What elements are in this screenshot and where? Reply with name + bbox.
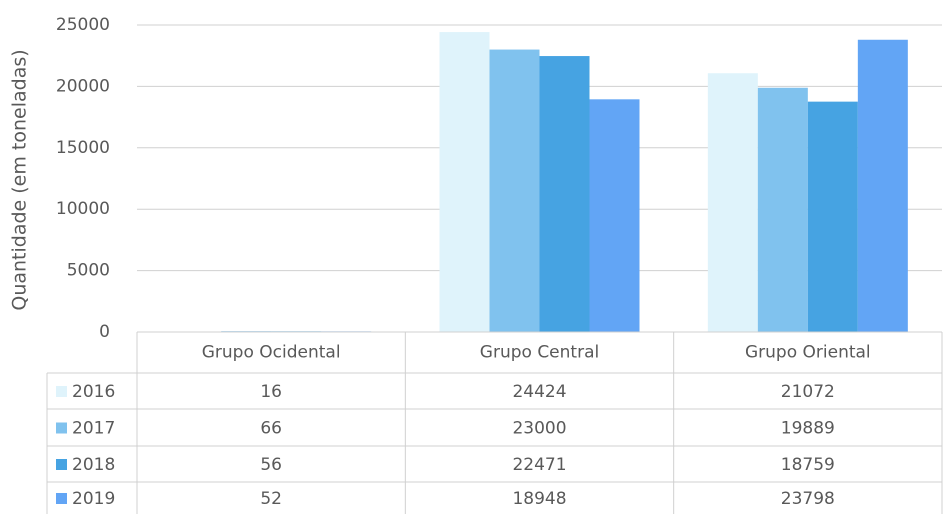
x-tick-label: Grupo Ocidental [202,343,341,363]
y-axis-label: Quantidade (em toneladas) [9,49,31,310]
table-value: 18948 [512,489,566,509]
bar [489,49,540,333]
y-tick-label: 15000 [56,138,110,158]
bar [857,39,908,332]
table-value: 16 [260,382,282,402]
legend-label: 2016 [72,382,115,402]
legend-swatch [56,459,67,470]
table-value: 52 [260,489,282,509]
legend-swatch [56,493,67,504]
table-value: 24424 [512,382,566,402]
table-value: 66 [260,419,282,439]
bar [757,87,808,332]
y-tick-label: 5000 [67,261,110,281]
legend-swatch [56,386,67,397]
table-value: 23798 [781,489,835,509]
y-tick-label: 0 [99,322,110,342]
legend-label: 2017 [72,419,115,439]
y-tick-label: 20000 [56,76,110,96]
y-tick-label: 25000 [56,15,110,35]
table-value: 18759 [781,455,835,475]
bar [707,73,758,332]
bar [439,32,490,333]
bar [589,99,640,332]
table-value: 22471 [512,455,566,475]
bar [807,101,858,332]
legend-label: 2019 [72,489,115,509]
table-value: 21072 [781,382,835,402]
x-tick-label: Grupo Central [480,343,599,363]
bar [539,56,590,332]
legend-label: 2018 [72,455,115,475]
y-tick-label: 10000 [56,199,110,219]
legend-swatch [56,422,67,434]
table-value: 23000 [512,419,566,439]
table-value: 19889 [781,419,835,439]
x-tick-label: Grupo Oriental [745,343,871,363]
table-value: 56 [260,455,282,475]
